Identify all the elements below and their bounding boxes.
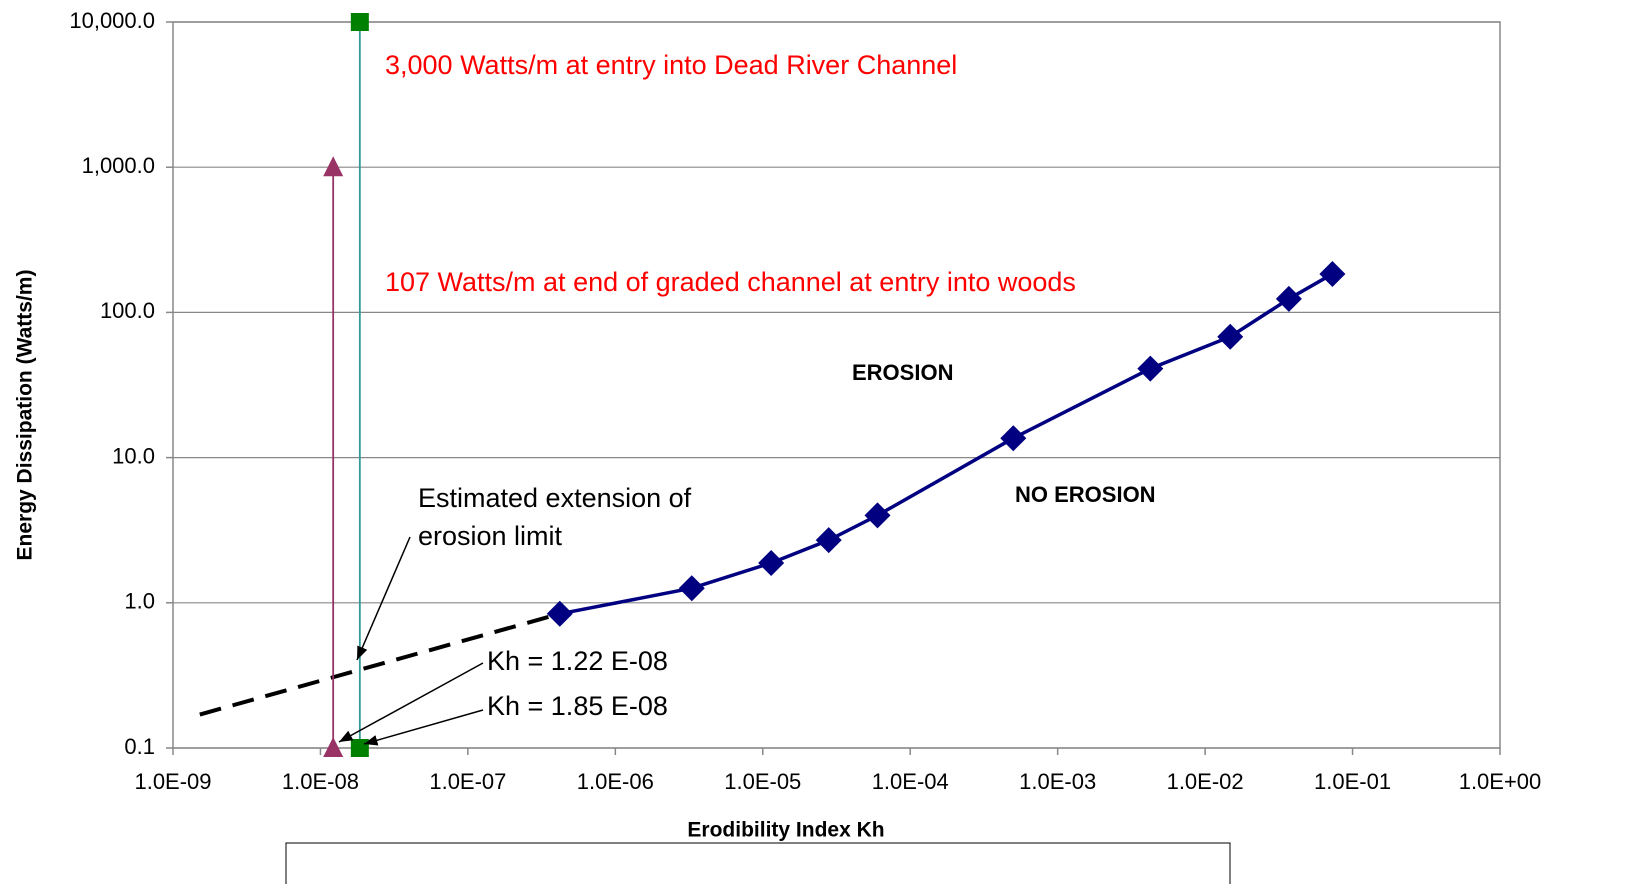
- y-axis-title: Energy Dissipation (Watts/m): [14, 270, 37, 561]
- x-tick-label: 1.0E+00: [1459, 769, 1542, 794]
- x-tick-label: 1.0E-09: [134, 769, 211, 794]
- marker: [323, 737, 344, 757]
- marker: [864, 502, 891, 529]
- marker: [1275, 285, 1302, 312]
- x-tick-label: 1.0E-03: [1019, 769, 1096, 794]
- x-tick-label: 1.0E-05: [724, 769, 801, 794]
- marker: [350, 739, 369, 757]
- y-tick-label: 0.1: [124, 734, 155, 759]
- marker: [1319, 260, 1346, 287]
- marks: [199, 13, 1346, 757]
- y-tick-label: 1,000.0: [82, 153, 155, 178]
- y-tick-label: 100.0: [100, 298, 155, 323]
- x-tick-label: 1.0E-02: [1167, 769, 1244, 794]
- marker: [350, 13, 369, 31]
- y-tick-label: 10,000.0: [69, 8, 155, 33]
- annotation: NO EROSION: [1015, 482, 1156, 507]
- series-line: [559, 272, 1334, 616]
- x-tick-label: 1.0E-04: [872, 769, 949, 794]
- annotation: EROSION: [852, 360, 953, 385]
- marker: [1000, 425, 1027, 452]
- annotation: Kh = 1.22 E-08: [487, 646, 668, 676]
- x-tick-label: 1.0E-07: [429, 769, 506, 794]
- x-tick-label: 1.0E-06: [577, 769, 654, 794]
- marker: [1137, 355, 1164, 382]
- marker: [758, 549, 785, 576]
- x-tick-label: 1.0E-08: [282, 769, 359, 794]
- marker: [1217, 323, 1244, 350]
- arrow: [356, 536, 411, 661]
- annotation: Estimated extension of: [418, 483, 692, 513]
- y-tick-label: 10.0: [112, 443, 155, 468]
- arrow: [338, 662, 484, 743]
- series-line: [199, 611, 561, 717]
- marker: [546, 600, 573, 627]
- marker: [815, 527, 842, 554]
- annotation: 3,000 Watts/m at entry into Dead River C…: [385, 50, 957, 80]
- legend-box: [285, 842, 1231, 884]
- annotation: erosion limit: [418, 521, 563, 551]
- arrow: [363, 709, 484, 746]
- x-axis-title: Erodibility Index Kh: [687, 819, 884, 842]
- annotation: 107 Watts/m at end of graded channel at …: [385, 267, 1076, 297]
- marker: [678, 575, 705, 602]
- y-tick-label: 1.0: [124, 589, 155, 614]
- grid: 0.1 1.0 10.0 100.0 1,000.0 10,000.0 1.0E-09 1.0…: [69, 8, 1541, 794]
- annotation: Kh = 1.85 E-08: [487, 691, 668, 721]
- marker: [323, 156, 344, 177]
- x-tick-label: 1.0E-01: [1314, 769, 1391, 794]
- plot-frame: [172, 21, 1501, 749]
